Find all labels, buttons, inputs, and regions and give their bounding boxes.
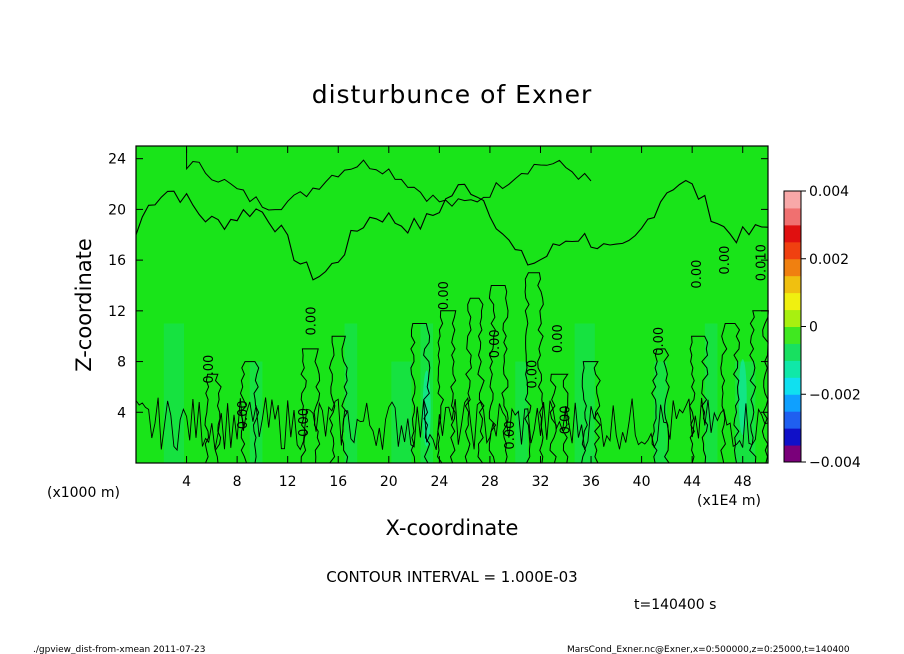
x-axis-label: X-coordinate	[386, 516, 519, 540]
contour-lines	[135, 148, 769, 464]
colorbar-swatch	[784, 258, 801, 277]
x-tick-label: 8	[233, 474, 242, 490]
colorbar-swatch	[784, 207, 801, 226]
x-tick-label: 48	[734, 474, 752, 490]
contour-line	[186, 148, 592, 211]
field-patch	[704, 323, 718, 463]
y-tick-label: 20	[108, 202, 126, 218]
contour-line	[549, 373, 569, 464]
colorbar-tick-label: −0.002	[809, 387, 861, 403]
colorbar-swatch	[784, 275, 801, 294]
colorbar-swatch	[784, 343, 801, 361]
contour-line	[749, 310, 769, 464]
time-label: t=140400 s	[634, 597, 716, 613]
colorbar-swatch	[784, 326, 801, 344]
contour-label: 0.00	[488, 329, 503, 358]
y-axis-label: Z-coordinate	[72, 238, 96, 372]
contour-label: 0.00	[503, 421, 518, 450]
contour-label: 0.00	[652, 327, 667, 356]
colorbar-tick-label: −0.004	[809, 455, 861, 471]
x-tick-label: 32	[532, 474, 550, 490]
y-tick-label: 4	[117, 405, 126, 421]
colorbar-swatch	[784, 309, 801, 327]
x-tick-label: 40	[633, 474, 651, 490]
colorbar-tick-label: 0.002	[809, 252, 849, 268]
field-patch	[391, 361, 412, 463]
x-unit-left: (x1000 m)	[47, 485, 120, 501]
contour-line	[580, 361, 601, 464]
contour-line	[410, 323, 431, 464]
x-tick-label: 28	[481, 474, 499, 490]
chart-title: disturbunce of Exner	[312, 80, 593, 109]
contour-line	[204, 373, 222, 464]
colorbar-swatch	[784, 428, 801, 446]
y-axis-ticks: 4 8 12 16 20 24	[108, 152, 768, 421]
x-unit-right: (x1E4 m)	[697, 493, 761, 509]
contour-line	[135, 179, 769, 281]
contour-label: 0.00	[297, 408, 312, 437]
colorbar-swatch	[784, 292, 801, 311]
contour-line	[464, 297, 485, 464]
contour-label: 0.010	[755, 244, 770, 281]
colorbar-swatch	[784, 224, 801, 243]
colorbar-swatch	[784, 377, 801, 395]
contour-line	[135, 396, 769, 452]
colorbar-swatch	[784, 394, 801, 412]
colorbar-swatch	[784, 411, 801, 429]
x-tick-label: 16	[329, 474, 347, 490]
contour-labels: 0.00 0.00 0.00 0.00 0.00 0.00 0.00 0.00 0.00 0.00…	[202, 244, 769, 449]
x-tick-label: 4	[182, 474, 191, 490]
colorbar-swatch	[784, 191, 801, 209]
colorbar-swatch	[784, 445, 801, 463]
negative-region	[738, 359, 747, 436]
colorbar-swatch	[784, 241, 801, 260]
y-tick-label: 12	[108, 304, 126, 320]
contour-label: 0.00	[718, 246, 733, 275]
contour-label: 0.00	[526, 360, 541, 389]
field-patch	[344, 323, 358, 463]
y-tick-label: 24	[108, 152, 126, 168]
contour-label: 0.00	[559, 405, 574, 434]
y-tick-label: 16	[108, 253, 126, 269]
contour-label: 0.00	[305, 307, 320, 336]
x-tick-label: 12	[279, 474, 297, 490]
contour-line	[720, 323, 741, 464]
contour-label: 0.00	[437, 281, 452, 310]
plot-area: 0.00 0.00 0.00 0.00 0.00 0.00 0.00 0.00 0.00 0.00…	[135, 145, 770, 464]
field-patch	[574, 323, 595, 463]
footer-right: MarsCond_Exner.nc@Exner,x=0:500000,z=0:2…	[567, 645, 850, 654]
field-patch	[515, 361, 528, 463]
contour-line	[239, 361, 260, 464]
footer-left: ./gpview_dist-from-xmean 2011-07-23	[33, 645, 205, 654]
contour-label: 0.00	[236, 400, 251, 429]
x-axis-ticks: 4 8 12 16 20 24 28 32 36 40 44 48	[182, 146, 752, 490]
field-patch	[249, 361, 263, 463]
contour-label: 0.00	[690, 260, 705, 289]
contour-label: 0.00	[551, 324, 566, 353]
contour-line	[524, 272, 544, 464]
x-tick-label: 24	[430, 474, 448, 490]
colorbar-swatch	[784, 360, 801, 378]
contour-label: 0.00	[202, 355, 217, 384]
colorbar	[783, 190, 802, 463]
x-tick-label: 36	[582, 474, 600, 490]
x-tick-label: 20	[380, 474, 398, 490]
colorbar-ticks: 0.004 0.002 0 −0.002 −0.004	[801, 184, 861, 471]
plot-frame	[135, 145, 769, 464]
y-tick-label: 8	[117, 355, 126, 371]
colorbar-tick-label: 0.004	[809, 184, 849, 200]
contour-interval: CONTOUR INTERVAL = 1.000E-03	[326, 568, 577, 586]
colorbar-tick-label: 0	[809, 320, 818, 336]
contour-line	[488, 285, 509, 464]
x-tick-label: 44	[683, 474, 701, 490]
